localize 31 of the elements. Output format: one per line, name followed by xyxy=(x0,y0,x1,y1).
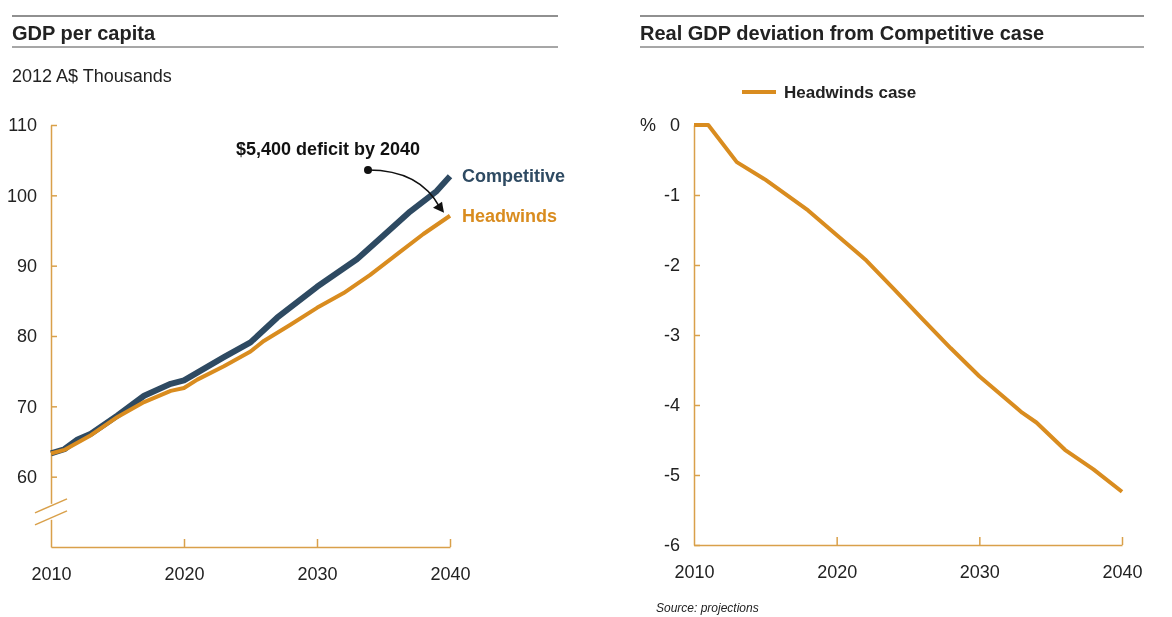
legend-label: Headwinds case xyxy=(784,83,917,102)
x-tick-label: 2030 xyxy=(297,563,338,584)
y-axis-title: 2012 A$ Thousands xyxy=(12,66,172,86)
annotation: $5,400 deficit by 2040 xyxy=(235,139,420,159)
series-label: Headwinds xyxy=(462,205,558,226)
chart-title: GDP per capita xyxy=(12,22,156,44)
x-tick-label: 2030 xyxy=(959,561,1000,582)
y-tick-label: -4 xyxy=(663,395,680,416)
y-tick-label: 90 xyxy=(16,255,37,276)
y-tick-label: 60 xyxy=(16,466,37,487)
x-tick-label: 2020 xyxy=(817,561,858,582)
source-note: Source: projections xyxy=(656,601,759,615)
y-tick-label: -6 xyxy=(663,535,680,556)
x-tick-label: 2010 xyxy=(31,563,72,584)
y-tick-label: 80 xyxy=(16,326,37,347)
y-tick-label: -3 xyxy=(663,325,680,346)
y-axis-title: % xyxy=(640,115,657,135)
x-tick-label: 2020 xyxy=(164,563,205,584)
y-tick-label: -2 xyxy=(663,255,680,276)
chart-title: Real GDP deviation from Competitive case xyxy=(640,22,1045,44)
y-tick-label: -1 xyxy=(663,185,680,206)
line-series xyxy=(692,123,1124,494)
y-tick-label: 0 xyxy=(669,115,680,136)
x-tick-label: 2010 xyxy=(674,561,715,582)
x-tick-label: 2040 xyxy=(430,563,471,584)
y-tick-label: 70 xyxy=(16,396,37,417)
y-tick-label: 110 xyxy=(8,115,37,136)
series-label: Competitive xyxy=(462,166,566,187)
y-tick-label: -5 xyxy=(663,465,680,486)
y-tick-label: 100 xyxy=(6,185,37,206)
x-tick-label: 2040 xyxy=(1102,561,1143,582)
